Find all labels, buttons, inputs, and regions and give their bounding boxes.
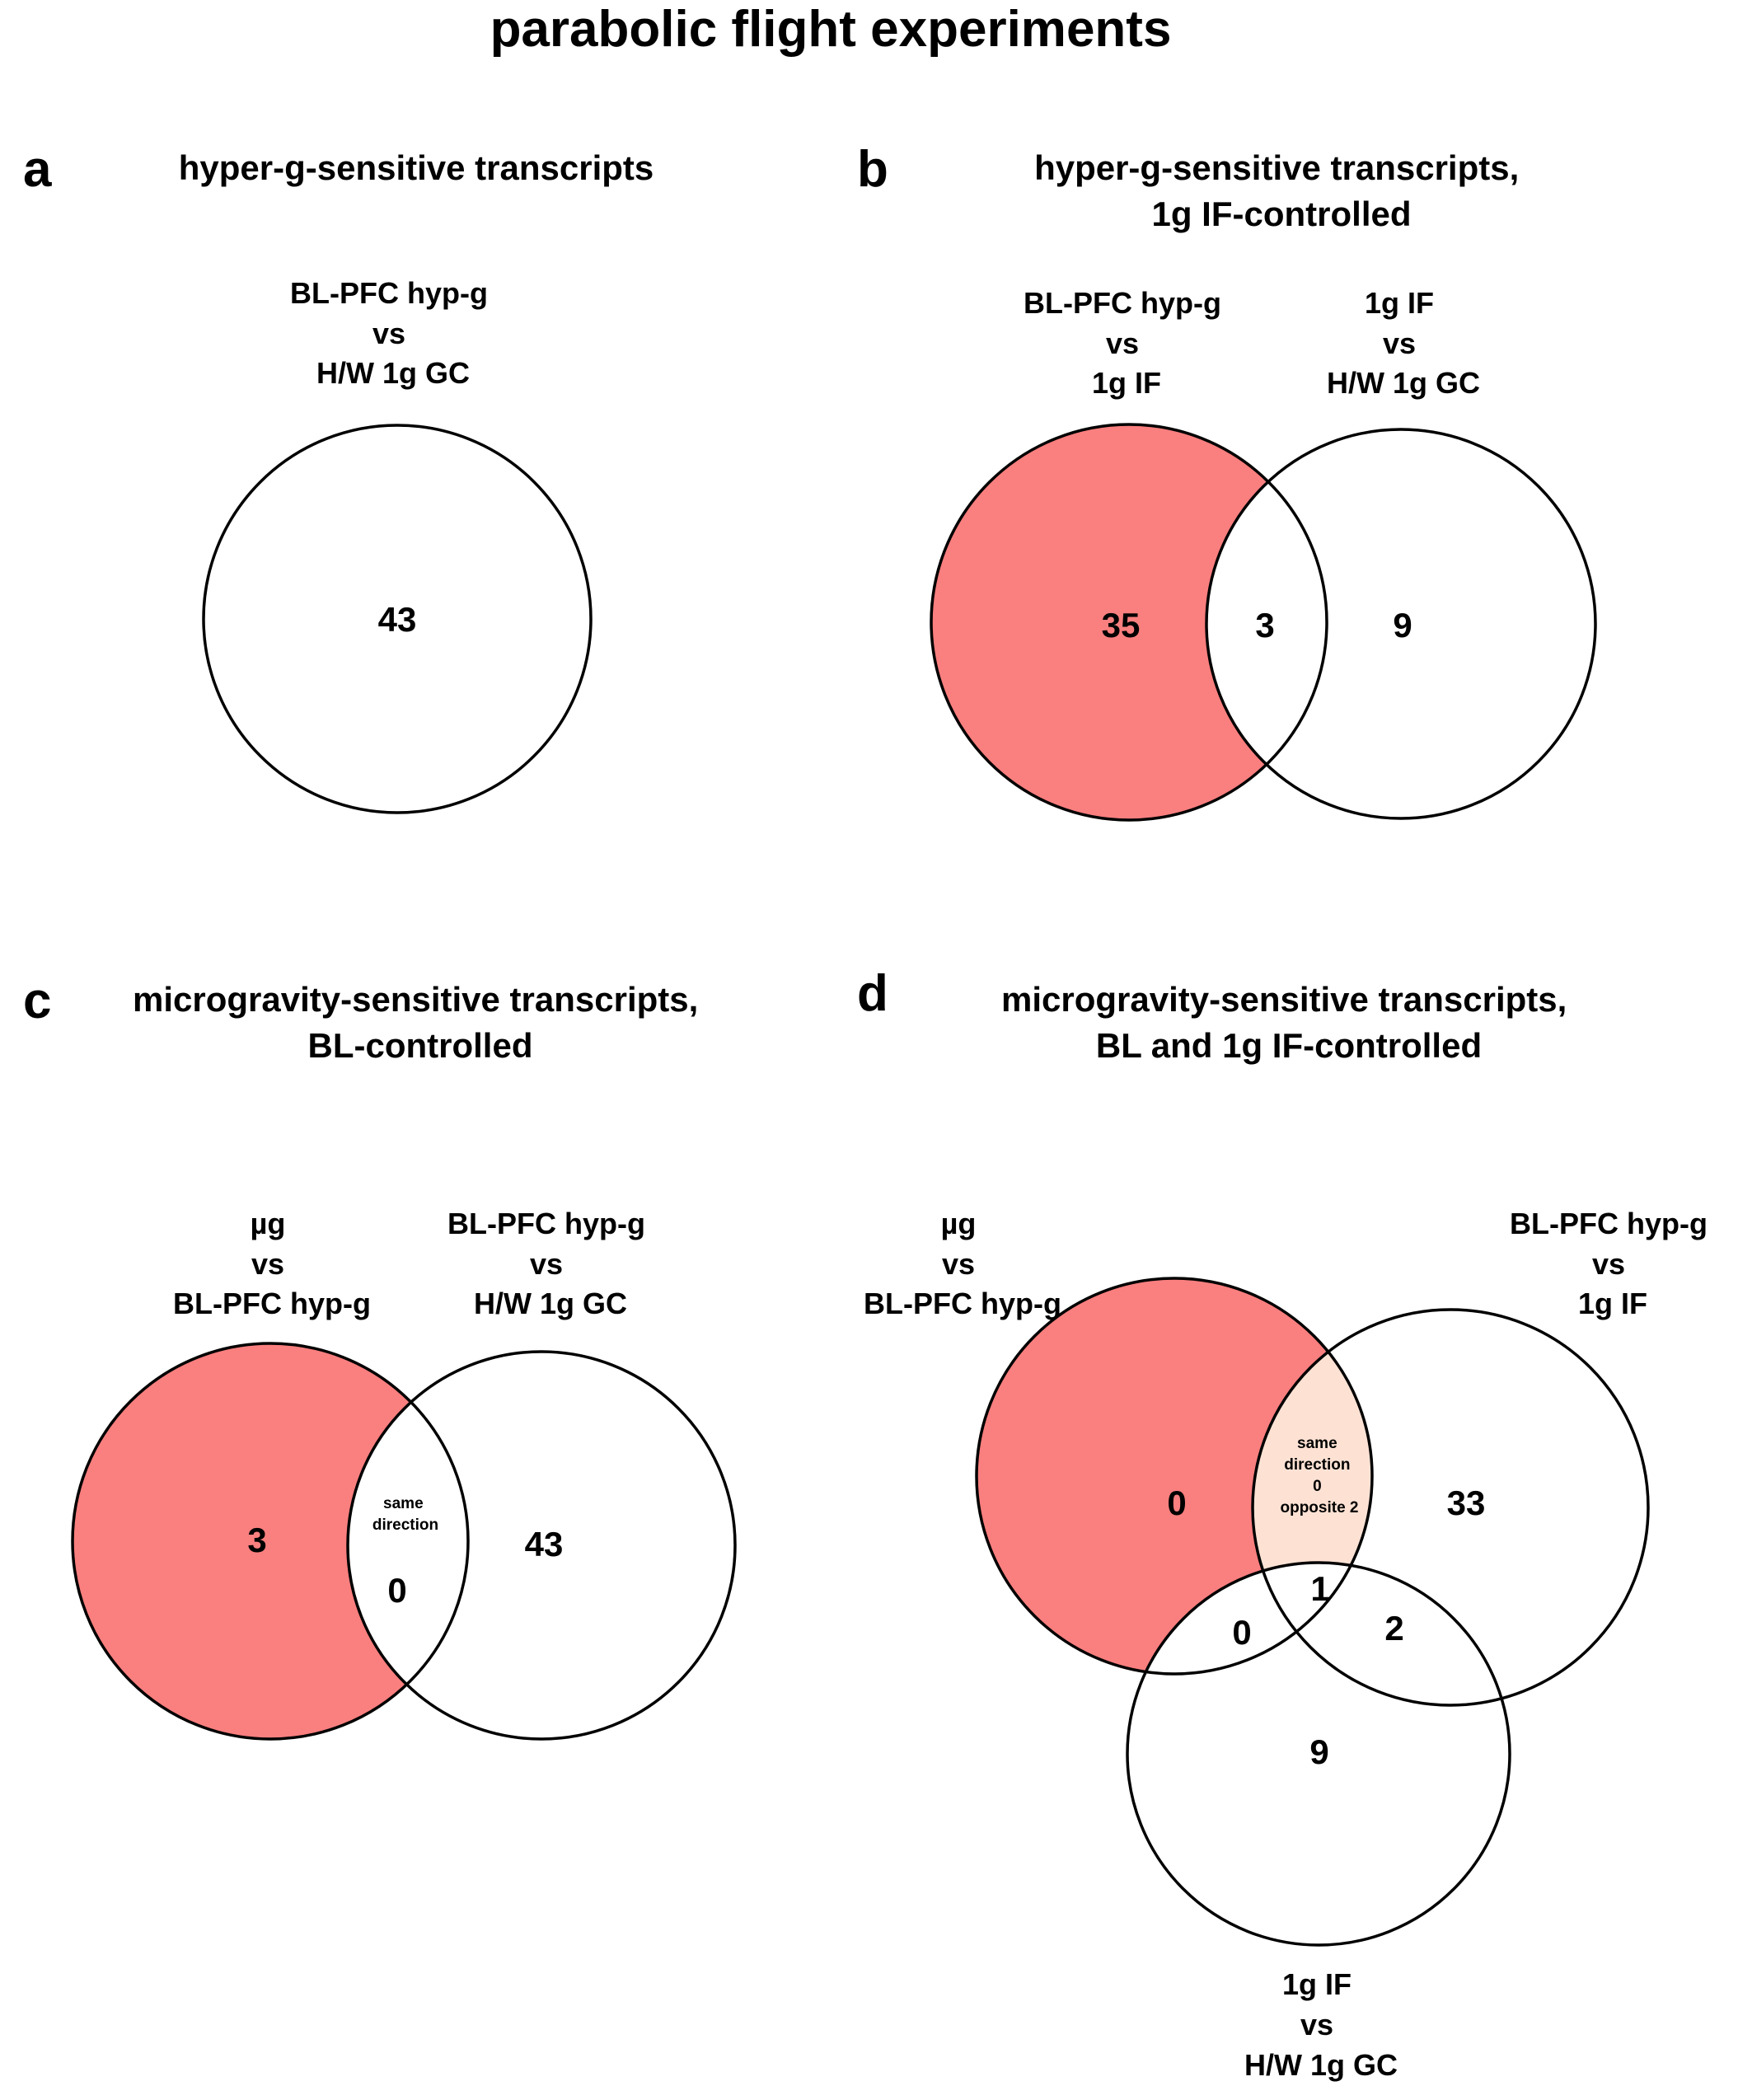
count-b-left-only: 35: [1102, 606, 1141, 645]
panel-c-title-line-2: BL-controlled: [308, 1026, 533, 1065]
panel-d-left-line-2: vs: [942, 1247, 975, 1281]
panel-label-d: d: [857, 965, 888, 1022]
overlap-note-c-line-1: same: [383, 1495, 424, 1512]
panel-b-right-line-2: vs: [1383, 326, 1416, 360]
panel-b-left-line-3: 1g IF: [1092, 366, 1161, 400]
panel-c-title-line-1: microgravity-sensitive transcripts,: [133, 980, 698, 1019]
panel-d-title-line-2: BL and 1g IF-controlled: [1096, 1026, 1482, 1065]
panel-d-set-label-bottom: 1g IF vs H/W 1g GC: [1244, 1967, 1398, 2082]
panel-d-set-label-right: BL-PFC hyp-g vs 1g IF: [1510, 1207, 1716, 1320]
overlap-note-d-line-4: opposite 2: [1280, 1499, 1358, 1516]
venn-circle-b-left: [930, 423, 1328, 822]
venn-fill-c-left: [73, 1343, 468, 1739]
panel-d-right-line-1: BL-PFC hyp-g: [1510, 1207, 1708, 1240]
venn-circle-d-bottom: [1126, 1561, 1511, 1947]
overlap-note-d-line-2: direction: [1284, 1456, 1350, 1474]
panel-d-left-line-3: BL-PFC hyp-g: [864, 1287, 1061, 1320]
overlap-note-d-line-3: 0: [1313, 1478, 1322, 1495]
panel-a-set-label: BL-PFC hyp-g vs H/W 1g GC: [290, 276, 496, 390]
panel-a-title-line-1: hyper-g-sensitive transcripts: [179, 148, 654, 187]
count-d-right-only: 33: [1447, 1484, 1486, 1522]
panel-b-set-label-left: BL-PFC hyp-g vs 1g IF: [1024, 286, 1230, 400]
count-b-overlap: 3: [1255, 606, 1274, 645]
panel-c: c microgravity-sensitive transcripts, BL…: [23, 973, 737, 1741]
venn-circle-c-right: [346, 1350, 737, 1741]
panel-c-left-line-3: BL-PFC hyp-g: [173, 1287, 371, 1320]
venn-fill-b-left: [931, 424, 1327, 820]
venn-fill-d-bottom: [1127, 1563, 1510, 1945]
panel-d-title: microgravity-sensitive transcripts, BL a…: [1001, 980, 1576, 1065]
overlap-note-d-line-1: same: [1297, 1435, 1337, 1452]
panel-d-title-line-1: microgravity-sensitive transcripts,: [1001, 980, 1567, 1019]
panel-d-bottom-line-1: 1g IF: [1282, 1967, 1352, 2001]
venn-circle-b-right: [1205, 428, 1597, 820]
venn-circle-c-left: [71, 1342, 470, 1741]
count-d-left-only: 0: [1167, 1484, 1186, 1522]
panel-label-b: b: [857, 141, 888, 198]
panel-d: d microgravity-sensitive transcripts, BL…: [857, 965, 1716, 2082]
count-d-bottom-only: 9: [1309, 1732, 1328, 1771]
count-b-right-only: 9: [1393, 606, 1412, 645]
panel-c-set-label-left: µg vs BL-PFC hyp-g: [173, 1207, 371, 1320]
venn-circle-d-left: [975, 1277, 1374, 1676]
count-c-overlap: 0: [387, 1571, 406, 1610]
overlap-note-c-line-2: direction: [372, 1516, 438, 1534]
panel-a-title: hyper-g-sensitive transcripts: [179, 148, 654, 187]
overlap-note-c: same direction: [372, 1495, 438, 1534]
panel-d-right-line-3: 1g IF: [1578, 1287, 1647, 1320]
panel-a-set-label-line-2: vs: [372, 316, 405, 350]
panel-d-set-label-left: µg vs BL-PFC hyp-g: [864, 1207, 1061, 1320]
panel-b-set-label-right: 1g IF vs H/W 1g GC: [1327, 286, 1480, 400]
count-d-all-three: 1: [1310, 1569, 1329, 1608]
panel-c-left-line-1: µg: [251, 1207, 286, 1240]
panel-b-title: hyper-g-sensitive transcripts, 1g IF-con…: [1034, 148, 1529, 233]
count-a-only: 43: [378, 600, 417, 639]
panel-c-left-line-2: vs: [251, 1247, 284, 1281]
panel-d-right-line-2: vs: [1592, 1247, 1625, 1281]
figure-title: parabolic flight experiments: [490, 1, 1172, 58]
panel-a-set-label-line-1: BL-PFC hyp-g: [290, 276, 488, 310]
panel-a: a hyper-g-sensitive transcripts BL-PFC h…: [23, 141, 654, 814]
panel-c-set-label-right: BL-PFC hyp-g vs H/W 1g GC: [447, 1207, 654, 1320]
panel-label-a: a: [23, 141, 52, 198]
panel-c-right-line-1: BL-PFC hyp-g: [447, 1207, 645, 1240]
panel-b-title-line-1: hyper-g-sensitive transcripts,: [1034, 148, 1519, 187]
panel-c-right-line-3: H/W 1g GC: [474, 1287, 627, 1320]
venn-circle-a: [202, 424, 593, 814]
count-c-left-only: 3: [247, 1521, 266, 1559]
panel-b: b hyper-g-sensitive transcripts, 1g IF-c…: [857, 141, 1597, 822]
panel-b-left-line-1: BL-PFC hyp-g: [1024, 286, 1221, 320]
count-c-right-only: 43: [525, 1525, 564, 1563]
panel-a-set-label-line-3: H/W 1g GC: [316, 356, 470, 390]
panel-b-right-line-1: 1g IF: [1365, 286, 1434, 320]
panel-b-title-line-2: 1g IF-controlled: [1152, 195, 1412, 233]
count-d-right-bottom: 2: [1384, 1609, 1403, 1648]
panel-d-left-line-1: µg: [941, 1207, 977, 1240]
count-d-left-bottom: 0: [1232, 1613, 1251, 1652]
panel-label-c: c: [23, 973, 51, 1029]
venn-circle-d-right: [1251, 1308, 1650, 1707]
panel-b-right-line-3: H/W 1g GC: [1327, 366, 1480, 400]
panel-d-bottom-line-2: vs: [1300, 2008, 1333, 2041]
panel-d-bottom-line-3: H/W 1g GC: [1244, 2048, 1398, 2082]
panel-b-left-line-2: vs: [1106, 326, 1139, 360]
panel-c-title: microgravity-sensitive transcripts, BL-c…: [133, 980, 708, 1065]
overlap-note-d: same direction 0 opposite 2: [1280, 1435, 1358, 1516]
panel-c-right-line-2: vs: [530, 1247, 563, 1281]
